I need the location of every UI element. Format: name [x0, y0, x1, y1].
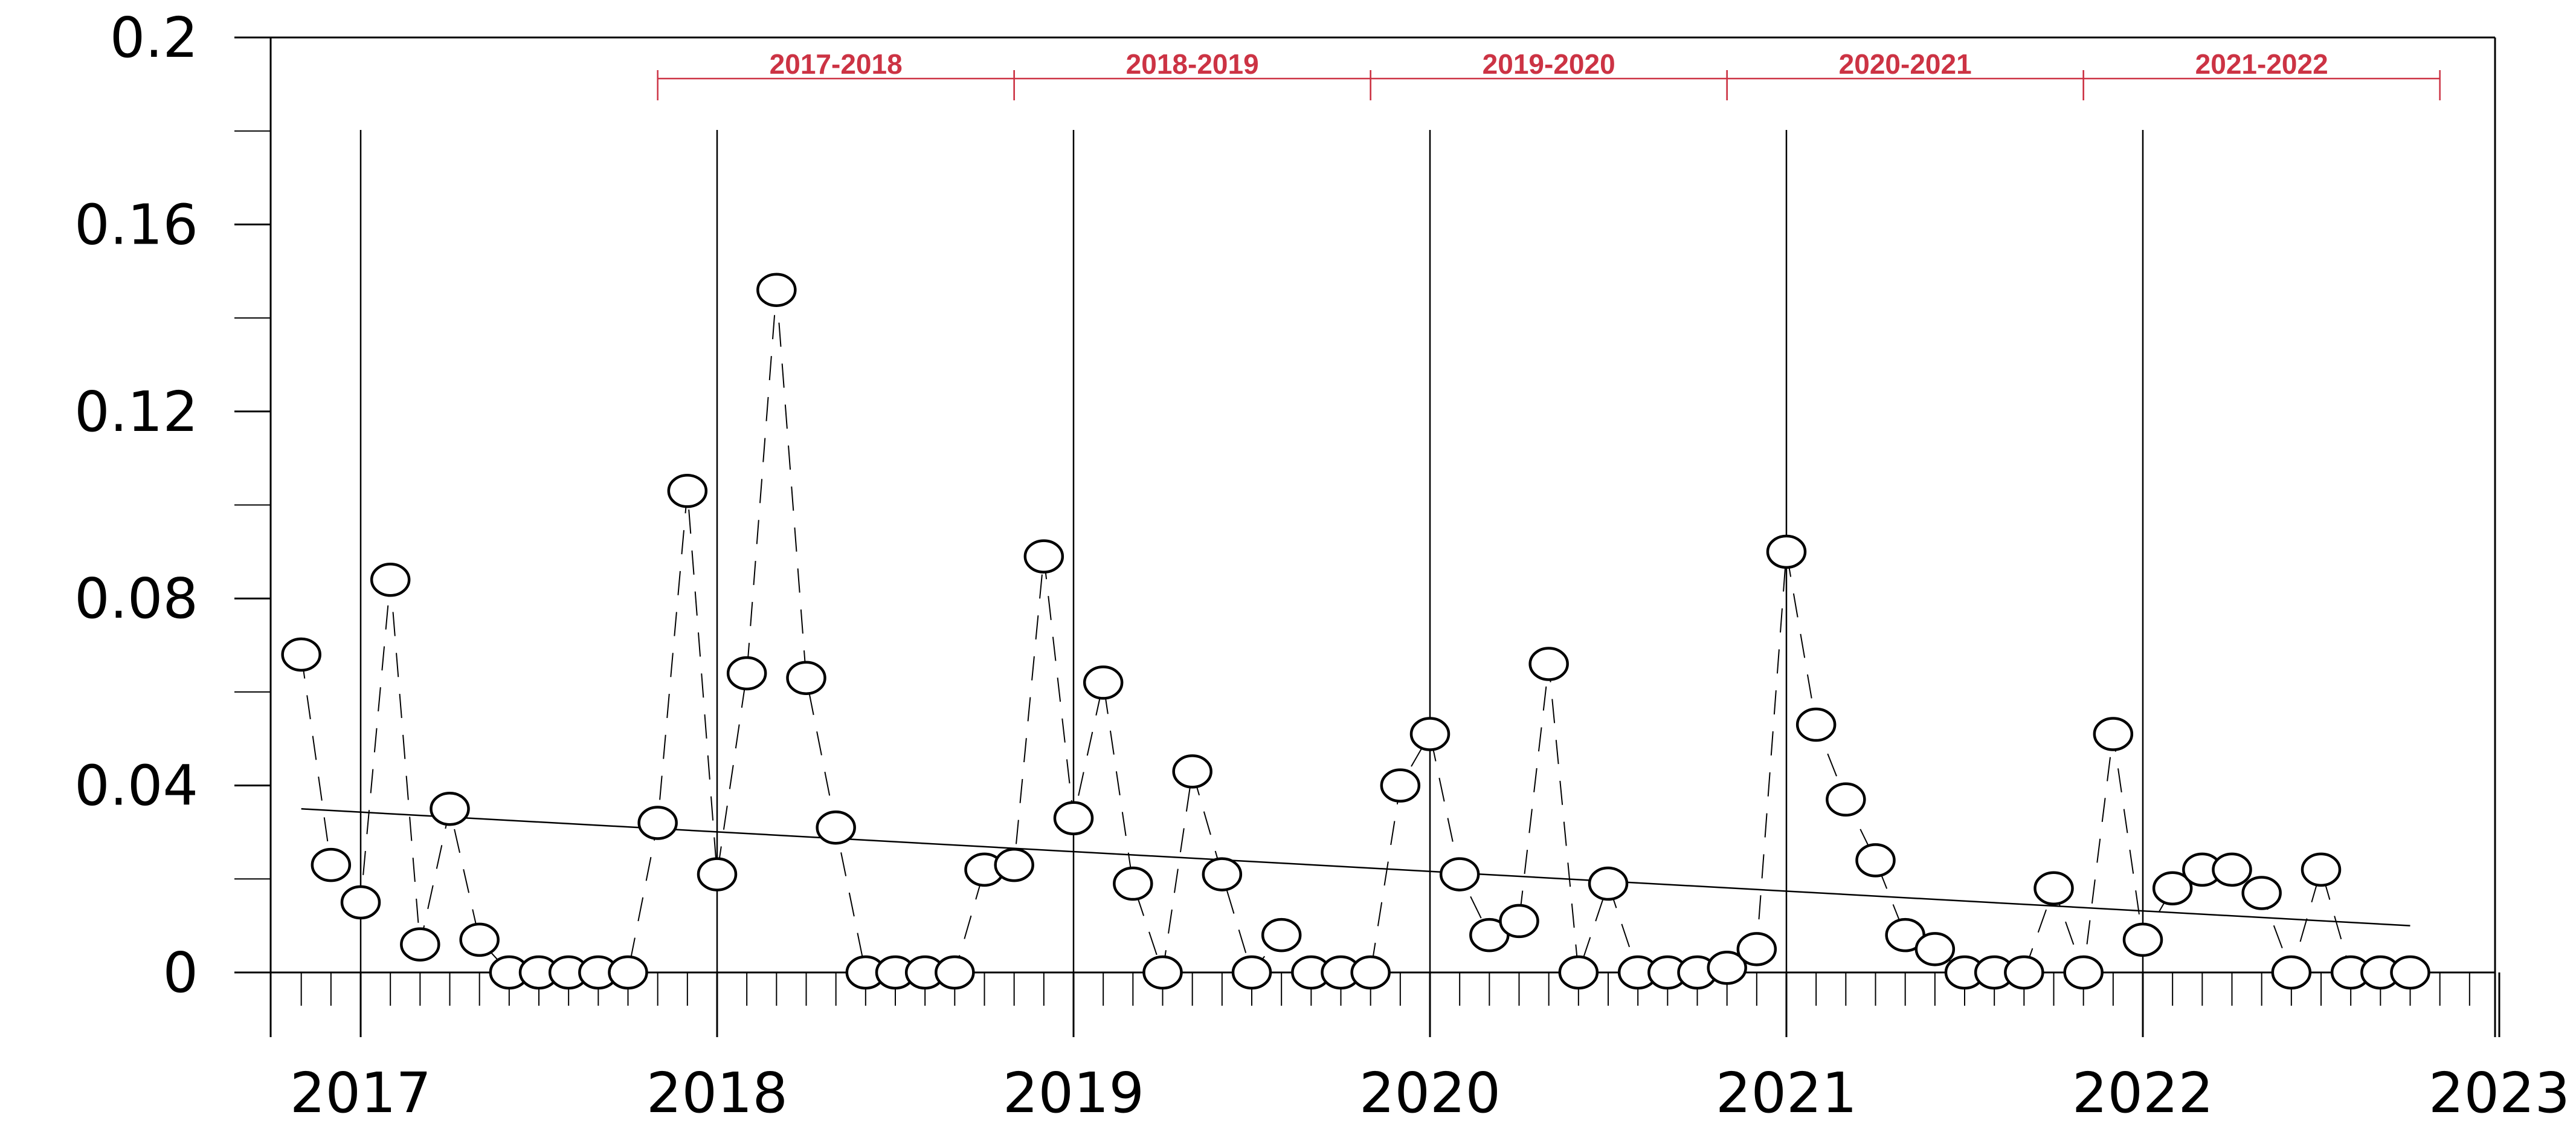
data-point [994, 847, 1034, 882]
x-tick-label: 2022 [2072, 1061, 2214, 1125]
data-point [697, 857, 738, 891]
data-point [1499, 904, 1539, 939]
y-tick-label: 0.04 [74, 754, 198, 818]
data-point [340, 885, 381, 920]
x-tick-label: 2017 [290, 1061, 431, 1125]
data-point [2152, 871, 2193, 906]
data-point [637, 806, 678, 840]
x-tick-label: 2020 [1359, 1061, 1501, 1125]
data-point [459, 922, 500, 957]
data-point [1023, 539, 1064, 574]
y-tick-label: 0 [163, 940, 198, 1005]
y-tick-label: 0.2 [110, 5, 198, 70]
x-tick-label: 2019 [1003, 1061, 1144, 1125]
data-point [935, 955, 975, 990]
season-label: 2019-2020 [1483, 48, 1615, 80]
data-point [1261, 917, 1302, 953]
y-tick-label: 0.08 [74, 566, 198, 631]
data-point [2004, 955, 2044, 990]
data-point [1707, 951, 1747, 985]
y-tick-label: 0.16 [74, 192, 198, 257]
data-point [816, 810, 856, 845]
data-point [2301, 852, 2342, 887]
data-point [2241, 876, 2282, 910]
x-tick-label: 2021 [1716, 1061, 1857, 1125]
data-point [726, 656, 767, 691]
data-point [430, 792, 470, 826]
data-point [1083, 665, 1124, 700]
data-point [1380, 768, 1421, 803]
x-tick-label: 2018 [646, 1061, 788, 1125]
data-point [370, 563, 411, 597]
data-point [1231, 955, 1272, 990]
data-point [1172, 754, 1212, 789]
trend-line [301, 808, 2410, 927]
data-point [400, 927, 440, 962]
data-point [281, 637, 321, 672]
data-point [2271, 955, 2312, 990]
data-point [786, 661, 826, 695]
data-point [2063, 955, 2104, 990]
data-point [2390, 955, 2430, 990]
data-points [281, 273, 2430, 990]
data-point [1202, 857, 1243, 891]
data-point [2093, 717, 2134, 751]
season-label: 2020-2021 [1839, 48, 1972, 80]
data-point [1113, 866, 1153, 901]
series-lines [300, 290, 2410, 975]
data-point [1142, 955, 1183, 990]
data-point [1766, 534, 1807, 569]
season-bands: 2017-2018 2018-2019 2019-2020 2020-2021 2021… [657, 48, 2441, 100]
data-point [1826, 782, 1866, 817]
data-point [2212, 852, 2252, 887]
season-label: 2017-2018 [770, 48, 903, 80]
data-point [1588, 866, 1629, 901]
data-point [2033, 871, 2074, 906]
data-point [311, 847, 352, 882]
data-point [1855, 843, 1896, 878]
data-point [1053, 801, 1094, 835]
axes: 0 0.04 0.08 0.12 0.16 0.2 2017 2018 2019 2020 2021… [74, 5, 2570, 1125]
data-point [1914, 932, 1956, 966]
data-point [1736, 932, 1777, 966]
season-label: 2021-2022 [2195, 48, 2328, 80]
data-point [608, 955, 648, 990]
data-point [667, 474, 708, 508]
data-point [1350, 955, 1391, 990]
series-dashed-line [300, 290, 2410, 975]
data-point [1439, 857, 1480, 891]
data-point [1409, 717, 1451, 751]
season-label: 2018-2019 [1126, 48, 1259, 80]
x-tick-label: 2023 [2429, 1061, 2570, 1125]
data-point [1795, 707, 1837, 742]
data-point [756, 273, 797, 307]
data-point [1558, 955, 1599, 990]
y-tick-label: 0.12 [74, 380, 198, 444]
data-point [2122, 922, 2163, 957]
data-point [1528, 647, 1569, 681]
